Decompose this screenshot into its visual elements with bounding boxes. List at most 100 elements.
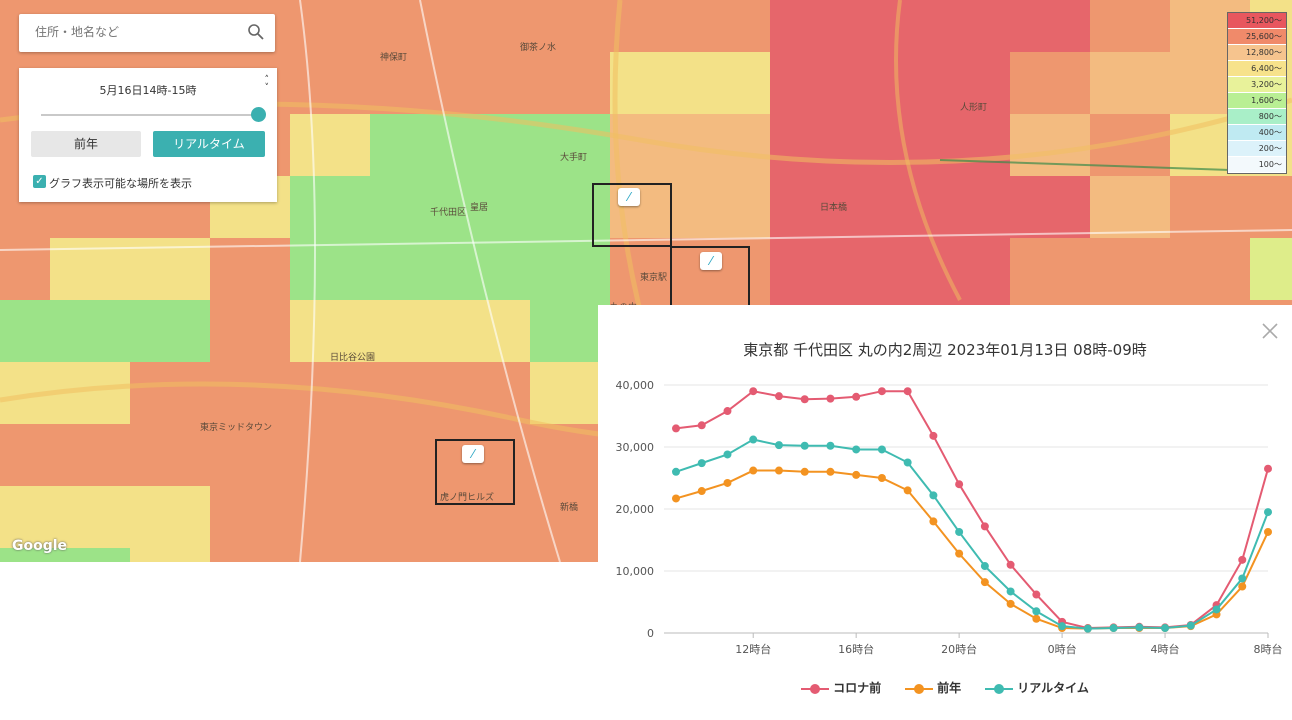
data-point [1006, 599, 1015, 608]
legend-item: 100～ [1228, 157, 1286, 173]
selected-area-box[interactable] [592, 183, 672, 247]
legend-item: 1,600～ [1228, 93, 1286, 109]
heat-tile [450, 114, 530, 176]
heat-tile [370, 238, 450, 300]
realtime-button[interactable]: リアルタイム [153, 131, 265, 157]
heat-tile [1170, 176, 1250, 238]
search-input[interactable] [33, 24, 237, 40]
close-icon[interactable] [1260, 321, 1280, 341]
data-point [955, 480, 964, 489]
data-point [852, 392, 861, 401]
legend-item: 51,200～ [1228, 13, 1286, 29]
heat-tile [450, 0, 530, 52]
heat-tile [370, 0, 450, 52]
heat-tile [1090, 0, 1170, 52]
heat-tile [370, 548, 450, 562]
data-point [672, 494, 680, 503]
legend-entry[interactable]: リアルタイム [985, 679, 1089, 696]
data-point [1186, 621, 1195, 630]
data-point [697, 487, 706, 496]
heat-tile [210, 424, 290, 486]
data-point [1083, 624, 1092, 633]
heat-tile [0, 300, 50, 362]
chart-marker-icon[interactable]: ⁄ [700, 252, 722, 270]
data-point [826, 441, 835, 450]
search-icon[interactable] [247, 23, 265, 41]
data-point [1006, 560, 1015, 569]
chevron-updown-icon[interactable]: ˄ ˅ [264, 75, 270, 93]
data-point [903, 486, 912, 495]
data-point [852, 445, 861, 454]
x-tick-label: 8時台 [1254, 642, 1283, 656]
map-place-label: 大手町 [560, 153, 588, 163]
checkbox-checked-icon[interactable]: ✓ [33, 175, 46, 188]
data-point [723, 407, 732, 416]
heat-tile [530, 362, 610, 424]
data-point [1264, 464, 1272, 473]
heat-tile [0, 238, 50, 300]
heat-tile [0, 424, 50, 486]
heat-tile [1090, 176, 1170, 238]
data-point [955, 549, 964, 558]
heat-tile [770, 0, 850, 52]
selected-area-box[interactable] [435, 439, 515, 505]
chart-popup: 東京都 千代田区 丸の内2周辺 2023年01月13日 08時-09時 0 10,… [598, 305, 1292, 720]
heat-tile [930, 0, 1010, 52]
map-place-label: 千代田区 [430, 208, 467, 218]
previous-year-button[interactable]: 前年 [31, 131, 141, 157]
heat-tile [770, 176, 850, 238]
heat-tile [290, 114, 370, 176]
heat-tile [450, 176, 530, 238]
data-point [826, 467, 835, 476]
data-point [1264, 527, 1272, 536]
heat-tile [50, 486, 130, 548]
heat-tile [850, 0, 930, 52]
y-tick-label: 30,000 [616, 441, 655, 454]
legend-entry[interactable]: コロナ前 [801, 679, 881, 696]
y-tick-label: 20,000 [616, 503, 655, 516]
time-slider[interactable] [41, 114, 263, 116]
legend-item: 3,200～ [1228, 77, 1286, 93]
data-point [774, 392, 783, 401]
show-graph-locations-checkbox-row[interactable]: ✓ グラフ表示可能な場所を表示 [33, 175, 192, 191]
time-slider-handle[interactable] [251, 107, 266, 122]
x-tick-label: 0時台 [1048, 642, 1077, 656]
heat-tile [850, 114, 930, 176]
control-panel: 5月16日14時-15時 ˄ ˅ 前年 リアルタイム ✓ グラフ表示可能な場所を表… [19, 68, 277, 202]
heat-tile [130, 424, 210, 486]
google-logo: Google [12, 538, 68, 554]
legend-entry[interactable]: 前年 [905, 679, 961, 696]
heat-tile [0, 548, 50, 562]
data-point [955, 527, 964, 536]
heat-tile [1010, 176, 1090, 238]
data-point [1058, 622, 1067, 631]
heat-tile [610, 52, 690, 114]
heat-tile [930, 52, 1010, 114]
heat-tile [0, 486, 50, 548]
data-point [929, 431, 938, 440]
legend-item: 200～ [1228, 141, 1286, 157]
legend-item: 800～ [1228, 109, 1286, 125]
data-point [877, 445, 886, 454]
legend-label: リアルタイム [1017, 681, 1089, 695]
heat-tile [610, 0, 690, 52]
heat-tile [1090, 238, 1170, 300]
heat-tile [130, 300, 210, 362]
heat-tile [50, 548, 130, 562]
heat-tile [370, 300, 450, 362]
data-point [1212, 605, 1221, 614]
heat-tile [210, 486, 290, 548]
search-box[interactable] [19, 14, 275, 52]
checkbox-label: グラフ表示可能な場所を表示 [49, 177, 192, 190]
heat-tile [930, 114, 1010, 176]
data-point [1238, 582, 1247, 591]
chart-marker-icon[interactable]: ⁄ [462, 445, 484, 463]
map-place-label: 東京駅 [640, 273, 668, 283]
heat-tile [530, 176, 610, 238]
density-legend: 51,200～ 25,600～ 12,800～ 6,400～ 3,200～ 1,600～ 8… [1227, 12, 1287, 174]
x-tick-label: 12時台 [735, 642, 771, 656]
heat-tile [130, 362, 210, 424]
line-chart: 0 10,000 20,000 30,000 40,000 12時台 16時台 20時台 0時台… [616, 379, 1283, 656]
heat-tile [1250, 176, 1292, 238]
chart-marker-icon[interactable]: ⁄ [618, 188, 640, 206]
